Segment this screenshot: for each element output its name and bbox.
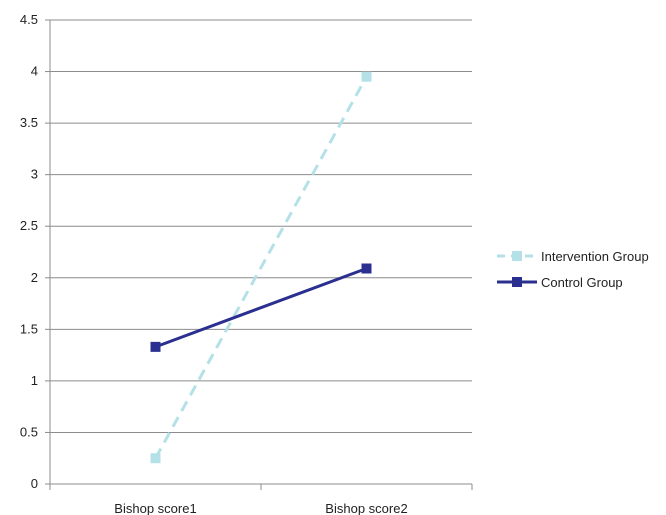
y-tick-label: 3 (31, 167, 38, 182)
data-point (150, 453, 161, 464)
x-tick-label: Bishop score1 (114, 501, 196, 515)
y-tick-label: 2 (31, 270, 38, 285)
legend-label: Intervention Group (541, 249, 649, 264)
series-lines (150, 71, 372, 464)
y-tick-label: 0 (31, 476, 38, 491)
y-tick-label: 4.5 (20, 12, 38, 27)
data-point (150, 341, 161, 352)
y-tick-label: 3.5 (20, 115, 38, 130)
gridlines (50, 19, 472, 433)
axes (45, 19, 473, 490)
series-line (154, 267, 368, 349)
series-line (154, 75, 368, 459)
legend: Intervention Group Control Group (497, 249, 649, 290)
data-point (361, 263, 372, 274)
y-tick-label: 4 (31, 64, 38, 79)
data-point (361, 71, 372, 82)
y-tick-labels: 0 0.5 1 1.5 2 2.5 3 3.5 4 4.5 (20, 12, 38, 491)
x-tick-labels: Bishop score1 Bishop score2 (114, 501, 407, 515)
y-tick-label: 2.5 (20, 218, 38, 233)
y-tick-label: 1 (31, 373, 38, 388)
y-tick-label: 1.5 (20, 321, 38, 336)
legend-marker (512, 277, 522, 287)
legend-marker (512, 251, 522, 261)
x-tick-label: Bishop score2 (325, 501, 407, 515)
legend-label: Control Group (541, 275, 623, 290)
y-tick-label: 0.5 (20, 424, 38, 439)
